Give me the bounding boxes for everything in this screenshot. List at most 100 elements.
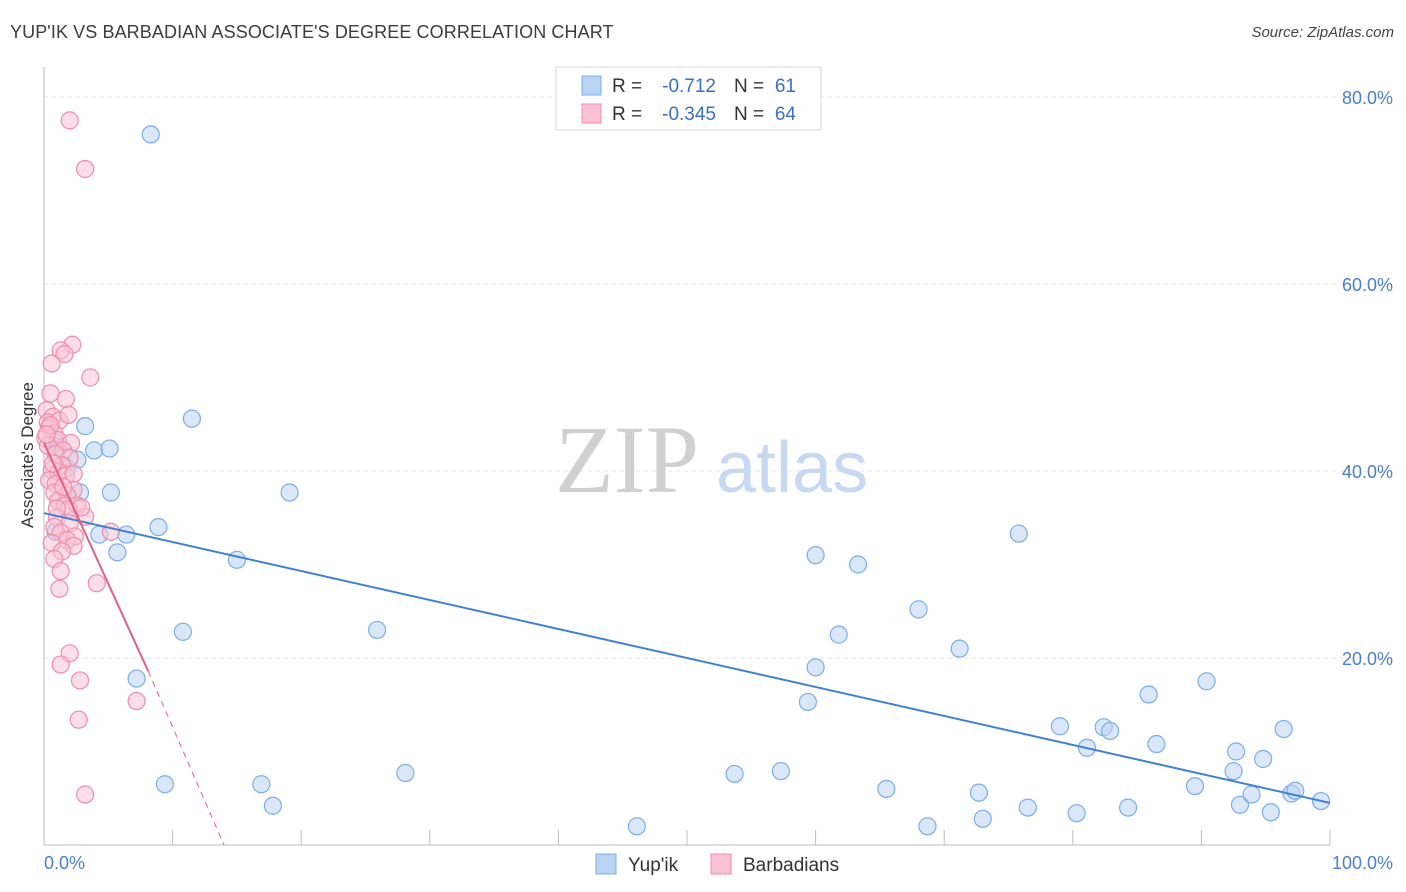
yupik-point bbox=[227, 550, 246, 569]
yupik-point bbox=[627, 817, 646, 836]
yupik-point bbox=[1261, 803, 1280, 822]
yupik-point bbox=[1242, 785, 1261, 804]
yupik-point bbox=[280, 483, 299, 502]
yupik-point bbox=[1147, 734, 1166, 754]
y-tick-label: 20.0% bbox=[1342, 649, 1393, 669]
watermark-atlas: atlas bbox=[716, 428, 868, 508]
yupik-point bbox=[1224, 762, 1243, 781]
barbadian-point bbox=[69, 710, 88, 729]
x-tick-label: 100.0% bbox=[1332, 853, 1393, 873]
ticks-layer: 20.0% 40.0% 60.0% 80.0% 0.0% 100.0% bbox=[44, 88, 1393, 873]
yupik-point bbox=[182, 409, 201, 428]
yupik-point bbox=[1185, 776, 1205, 796]
watermark: ZIP atlas bbox=[555, 406, 868, 513]
barbadian-point bbox=[51, 561, 70, 581]
points-layer bbox=[36, 111, 1331, 836]
yupik-point bbox=[252, 775, 271, 794]
barbadian-point bbox=[70, 671, 90, 690]
yupik-point bbox=[100, 439, 119, 458]
yupik-point bbox=[1227, 742, 1246, 761]
barbadian-point bbox=[76, 785, 95, 804]
barbadian-point bbox=[55, 345, 74, 364]
yupik-point bbox=[127, 669, 146, 688]
legend-r-label: R = bbox=[612, 104, 642, 125]
y-tick-label: 40.0% bbox=[1342, 462, 1393, 482]
yupik-point bbox=[909, 600, 928, 619]
legend-box: R = -0.712 N = 61 R = -0.345 N = 64 bbox=[555, 66, 822, 131]
yupik-point bbox=[877, 779, 896, 799]
legend-swatch bbox=[581, 103, 602, 124]
legend-n-label: N = bbox=[734, 104, 764, 125]
yupik-point bbox=[798, 692, 817, 712]
barbadian-trend-line bbox=[43, 442, 150, 672]
yupik-point bbox=[1274, 719, 1293, 739]
barbadian-trend-extension bbox=[147, 670, 225, 846]
yupik-point bbox=[1197, 672, 1216, 691]
series-barbadians bbox=[36, 111, 146, 804]
yupik-point bbox=[918, 817, 937, 836]
legend-n-value: 64 bbox=[775, 104, 797, 125]
yupik-point bbox=[1100, 721, 1120, 741]
yupik-point bbox=[725, 764, 744, 784]
yupik-point bbox=[950, 639, 969, 658]
chart-source: Source: ZipAtlas.com bbox=[1251, 24, 1394, 41]
barbadian-point bbox=[51, 655, 70, 674]
barbadian-point bbox=[76, 159, 95, 179]
gridlines bbox=[44, 96, 1392, 659]
barbadian-point bbox=[50, 579, 69, 598]
yupik-point bbox=[1050, 717, 1070, 736]
yupik-point bbox=[85, 441, 104, 460]
legend-n-label: N = bbox=[734, 76, 764, 97]
series-yupik bbox=[46, 125, 1331, 836]
yupik-point bbox=[101, 483, 120, 502]
yupik-point bbox=[1018, 798, 1037, 817]
y-axis-title: Associate's Degree bbox=[18, 382, 37, 528]
legend-swatch bbox=[581, 75, 602, 96]
yupik-point bbox=[155, 775, 174, 794]
barbadian-point bbox=[81, 368, 100, 387]
barbadian-point bbox=[87, 574, 106, 593]
yupik-point bbox=[1009, 524, 1028, 543]
yupik-point bbox=[76, 417, 95, 436]
legend-n-value: 61 bbox=[775, 76, 796, 97]
yupik-point bbox=[806, 658, 825, 677]
series-legend-label: Yup'ik bbox=[628, 855, 679, 876]
yupik-point bbox=[771, 762, 790, 781]
yupik-point bbox=[1118, 798, 1138, 817]
axes: Associate's Degree bbox=[18, 67, 1331, 846]
yupik-point bbox=[173, 622, 192, 641]
yupik-point bbox=[829, 625, 848, 644]
series-legend-swatch bbox=[710, 853, 732, 875]
yupik-trend-line bbox=[43, 512, 1331, 804]
yupik-point bbox=[1230, 795, 1250, 814]
yupik-point bbox=[141, 125, 160, 144]
chart-title: YUP'IK VS BARBADIAN ASSOCIATE'S DEGREE C… bbox=[10, 22, 614, 42]
yupik-point bbox=[1067, 804, 1086, 823]
series-legend-label: Barbadians bbox=[743, 855, 839, 876]
legend-r-value: -0.345 bbox=[662, 104, 716, 125]
barbadian-point bbox=[42, 354, 61, 373]
barbadian-point bbox=[127, 691, 146, 711]
series-legend-swatch bbox=[595, 853, 617, 875]
trend-layer bbox=[43, 442, 1331, 846]
yupik-point bbox=[149, 517, 168, 537]
legend-r-label: R = bbox=[612, 76, 642, 97]
barbadian-point bbox=[37, 425, 56, 444]
yupik-point bbox=[117, 525, 136, 544]
yupik-point bbox=[1254, 749, 1273, 769]
yupik-point bbox=[806, 546, 825, 565]
x-tick-label: 0.0% bbox=[44, 853, 85, 873]
yupik-point bbox=[263, 796, 283, 815]
yupik-point bbox=[108, 543, 127, 562]
yupik-point bbox=[973, 809, 992, 828]
barbadian-point bbox=[56, 389, 75, 409]
yupik-point bbox=[969, 783, 989, 802]
barbadian-point bbox=[60, 111, 79, 130]
y-tick-label: 60.0% bbox=[1342, 275, 1393, 295]
yupik-point bbox=[367, 620, 387, 640]
barbadian-point bbox=[59, 405, 78, 424]
legend-r-value: -0.712 bbox=[662, 76, 716, 97]
yupik-point bbox=[1139, 685, 1158, 704]
barbadian-point bbox=[41, 384, 60, 403]
